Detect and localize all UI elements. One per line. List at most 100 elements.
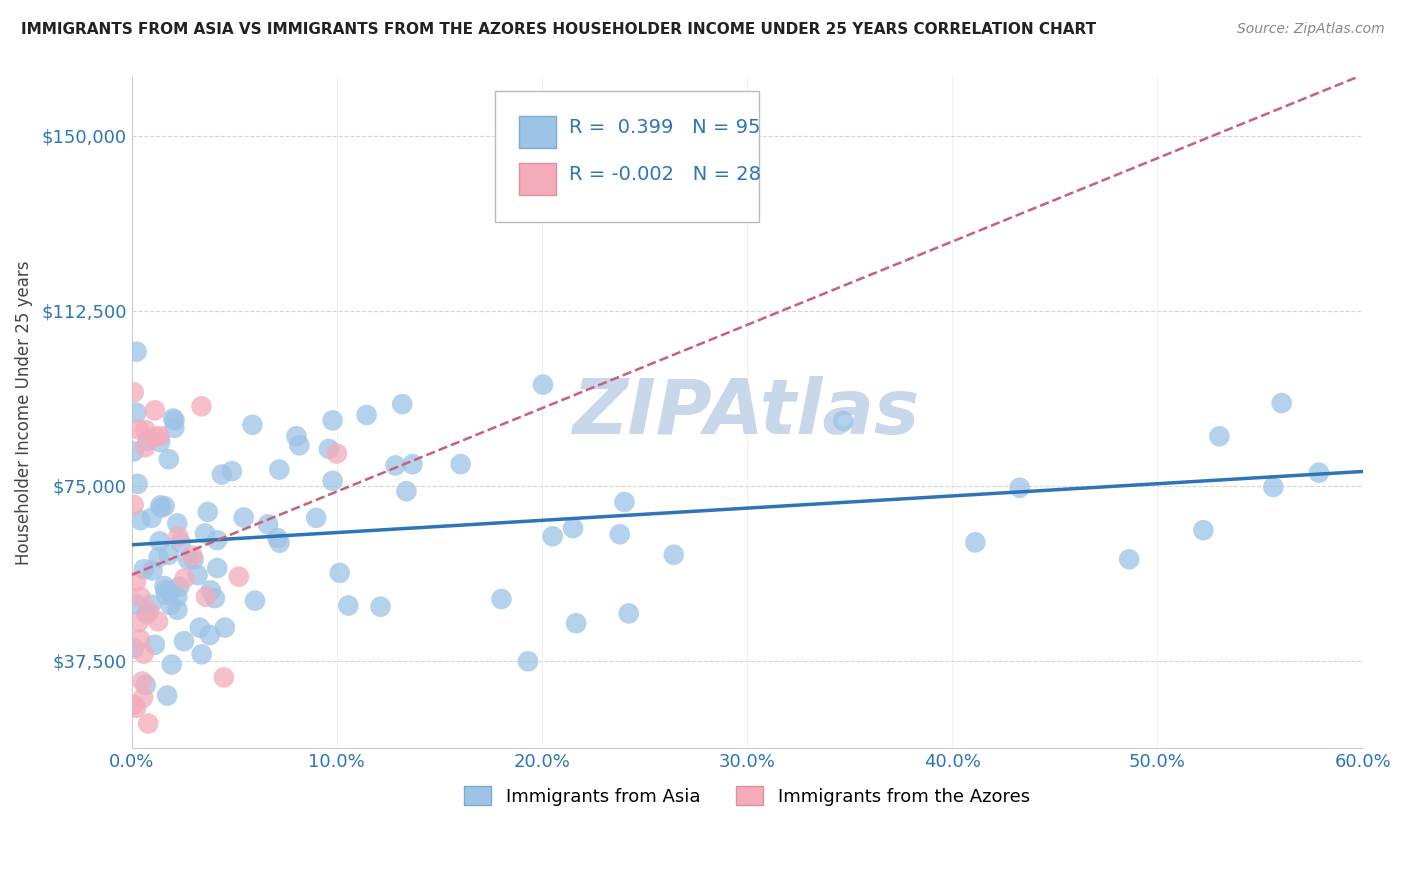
- Text: R = -0.002   N = 28: R = -0.002 N = 28: [568, 165, 761, 184]
- Point: [145, 430, 167, 444]
- Point: [269, 462, 291, 476]
- Point: [141, 511, 163, 525]
- Point: [149, 534, 172, 549]
- Point: [132, 562, 155, 576]
- Point: [242, 417, 264, 432]
- Point: [232, 510, 254, 524]
- Point: [565, 616, 588, 631]
- Point: [150, 500, 173, 515]
- Point: [127, 476, 149, 491]
- Point: [198, 628, 221, 642]
- Point: [205, 533, 228, 548]
- Point: [384, 458, 406, 473]
- Point: [609, 527, 631, 541]
- Point: [153, 579, 176, 593]
- Point: [173, 572, 195, 586]
- Point: [1263, 480, 1285, 494]
- Text: Source: ZipAtlas.com: Source: ZipAtlas.com: [1237, 22, 1385, 37]
- Point: [370, 599, 392, 614]
- Point: [204, 591, 226, 606]
- Point: [125, 700, 148, 714]
- Point: [1008, 481, 1031, 495]
- Point: [146, 615, 169, 629]
- Point: [132, 690, 155, 705]
- Point: [517, 654, 540, 668]
- Point: [177, 552, 200, 566]
- Point: [266, 531, 288, 545]
- Point: [163, 413, 186, 427]
- Point: [125, 598, 148, 612]
- Point: [662, 548, 685, 562]
- Point: [122, 641, 145, 656]
- Point: [190, 400, 212, 414]
- Point: [322, 474, 344, 488]
- Point: [122, 444, 145, 458]
- Point: [194, 590, 217, 604]
- Point: [163, 421, 186, 435]
- Point: [269, 535, 291, 549]
- Point: [211, 467, 233, 482]
- Point: [450, 457, 472, 471]
- Point: [142, 564, 165, 578]
- Point: [1192, 523, 1215, 537]
- Point: [135, 678, 157, 692]
- Point: [129, 590, 152, 604]
- Bar: [519, 116, 557, 148]
- Point: [228, 569, 250, 583]
- Point: [1208, 429, 1230, 443]
- Point: [148, 429, 170, 443]
- Point: [187, 568, 209, 582]
- Point: [613, 495, 636, 509]
- Point: [159, 585, 181, 599]
- Point: [391, 397, 413, 411]
- Point: [136, 716, 159, 731]
- Legend: Immigrants from Asia, Immigrants from the Azores: Immigrants from Asia, Immigrants from th…: [457, 779, 1038, 813]
- Point: [965, 535, 987, 549]
- Point: [134, 423, 156, 437]
- Point: [157, 548, 180, 562]
- Point: [197, 505, 219, 519]
- Point: [205, 561, 228, 575]
- Point: [162, 411, 184, 425]
- Point: [125, 344, 148, 359]
- Point: [149, 435, 172, 450]
- Point: [156, 689, 179, 703]
- Point: [169, 535, 191, 549]
- Point: [125, 574, 148, 589]
- Point: [166, 590, 188, 604]
- Point: [305, 511, 328, 525]
- Point: [149, 499, 172, 513]
- Point: [491, 592, 513, 607]
- Point: [122, 698, 145, 712]
- Text: ZIPAtlas: ZIPAtlas: [574, 376, 921, 450]
- Bar: [519, 162, 557, 194]
- Point: [329, 566, 352, 580]
- Point: [832, 414, 855, 428]
- Point: [136, 434, 159, 448]
- Point: [157, 452, 180, 467]
- Point: [153, 499, 176, 513]
- Point: [134, 440, 156, 454]
- Point: [132, 647, 155, 661]
- Point: [148, 550, 170, 565]
- Point: [122, 498, 145, 512]
- Point: [166, 603, 188, 617]
- Point: [160, 657, 183, 672]
- Point: [129, 632, 152, 647]
- Point: [1271, 396, 1294, 410]
- Point: [257, 517, 280, 532]
- Point: [1118, 552, 1140, 566]
- Point: [194, 526, 217, 541]
- Point: [541, 529, 564, 543]
- Point: [128, 423, 150, 437]
- Text: R =  0.399   N = 95: R = 0.399 N = 95: [568, 119, 761, 137]
- Point: [531, 377, 554, 392]
- Point: [167, 529, 190, 543]
- Point: [214, 621, 236, 635]
- Point: [181, 549, 204, 563]
- Point: [125, 406, 148, 420]
- Point: [212, 670, 235, 684]
- Point: [188, 621, 211, 635]
- Point: [617, 607, 640, 621]
- Point: [127, 615, 149, 630]
